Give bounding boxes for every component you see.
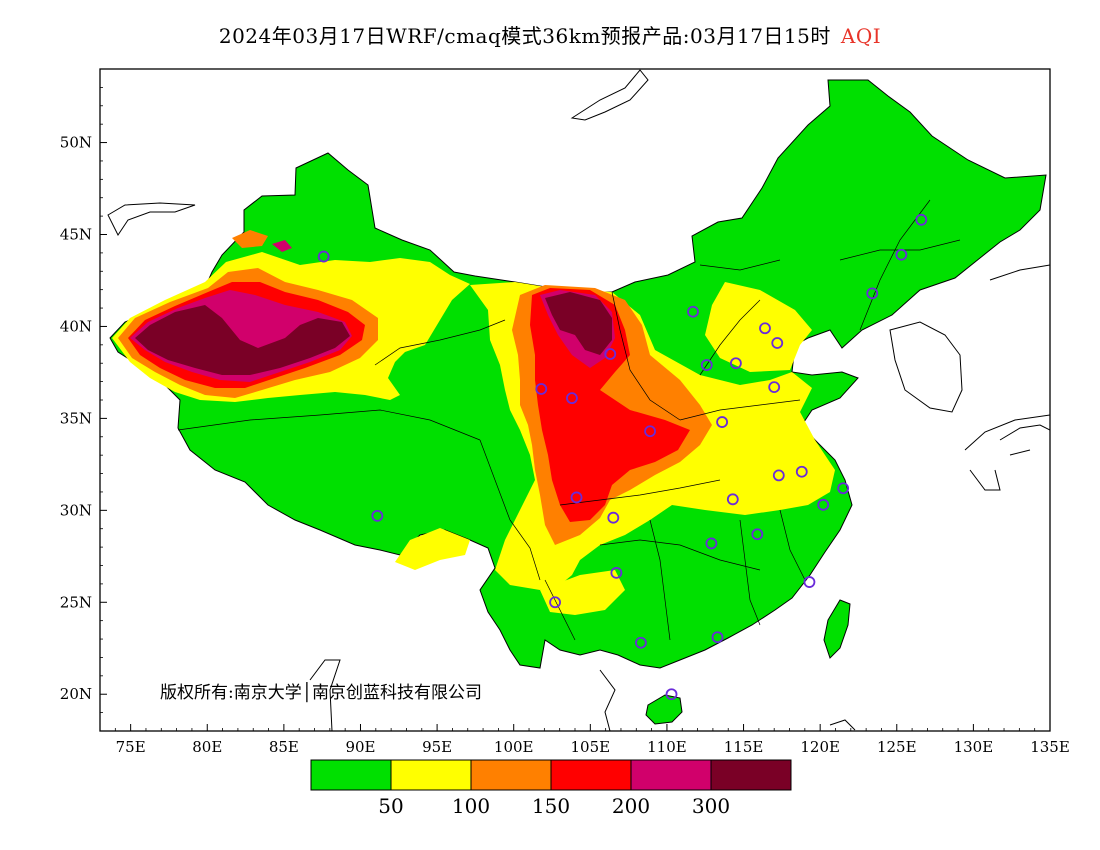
station-marker (895, 248, 908, 261)
station-marker (772, 469, 785, 482)
station-marker (317, 250, 330, 263)
lon-tick-label: 80E (192, 738, 222, 756)
lat-tick-label: 45N (60, 226, 92, 244)
monitoring-stations (317, 213, 928, 701)
station-marker (759, 322, 771, 335)
lat-tick-label: 35N (60, 409, 92, 427)
title-main: 2024年03月17日WRF/cmaq模式36km预报产品:03月17日15时 (218, 24, 831, 48)
lon-tick-label: 75E (116, 738, 146, 756)
lon-tick-label: 120E (800, 738, 840, 756)
lon-tick-label: 105E (571, 738, 611, 756)
aqi-band-yellow-yunnan (540, 570, 625, 615)
aqi-band-yellow-tibet (395, 528, 470, 570)
lon-tick-label: 115E (724, 738, 764, 756)
lon-tick-label: 110E (647, 738, 687, 756)
lat-tick-label: 30N (60, 501, 92, 519)
lon-tick-label: 95E (422, 738, 452, 756)
lat-tick-label: 25N (60, 593, 92, 611)
title-pollutant: AQI (840, 24, 882, 48)
station-marker (566, 392, 578, 405)
legend-swatch (470, 759, 552, 791)
station-marker (837, 482, 850, 495)
station-marker (751, 528, 764, 541)
lon-tick-label: 125E (877, 738, 917, 756)
lon-tick-label: 100E (494, 738, 534, 756)
lat-tick-label: 20N (60, 685, 92, 703)
lat-tick-label: 50N (60, 134, 92, 152)
station-marker (803, 576, 816, 588)
lat-axis: 50N 45N 40N 35N 30N 25N 20N (60, 86, 107, 714)
legend-swatch (710, 759, 792, 791)
province-boundaries (177, 199, 961, 641)
station-marker (549, 596, 561, 609)
aqi-band-yellow-east (705, 282, 812, 372)
station-marker (866, 287, 879, 300)
station-marker (716, 416, 728, 428)
legend-swatch (390, 759, 472, 791)
station-marker (771, 337, 784, 349)
legend-swatch (550, 759, 632, 791)
legend-swatch (630, 759, 712, 791)
copyright-text: 版权所有:南京大学│南京创蓝科技有限公司 (160, 682, 482, 703)
legend-label: 150 (532, 794, 570, 818)
aqi-band-maroon-central (545, 292, 612, 355)
station-marker (705, 537, 718, 550)
station-marker (687, 305, 699, 318)
station-marker (371, 509, 384, 522)
lat-tick-label: 40N (60, 317, 92, 335)
aqi-spot-orange-hexi (232, 230, 268, 248)
station-marker (700, 359, 713, 371)
legend-label: 300 (692, 794, 730, 818)
station-marker (726, 493, 739, 506)
legend-label: 50 (378, 794, 403, 818)
station-marker (817, 498, 830, 511)
aqi-spot-purple-hexi (272, 240, 292, 252)
station-marker (665, 688, 678, 701)
map-title: 2024年03月17日WRF/cmaq模式36km预报产品:03月17日15时 A… (0, 20, 1100, 49)
station-marker (795, 465, 808, 478)
station-marker (570, 491, 583, 504)
station-marker (610, 566, 623, 579)
taiwan-island (823, 599, 851, 659)
station-marker (535, 383, 548, 395)
legend-label: 100 (452, 794, 490, 818)
legend-swatch (310, 759, 392, 791)
lon-axis: 75E 80E 85E 90E 95E 100E 105E 110E 115E 120E 125E 1… (114, 724, 1070, 756)
station-marker (915, 213, 928, 226)
station-marker (711, 631, 724, 644)
station-marker (607, 511, 620, 524)
aqi-band-maroon-west (135, 305, 350, 375)
neighbour-coastlines (107, 69, 1050, 731)
lon-tick-label: 135E (1030, 738, 1070, 756)
map-plot-area: 版权所有:南京大学│南京创蓝科技有限公司 (100, 69, 1050, 731)
lon-tick-label: 85E (269, 738, 299, 756)
lon-tick-label: 90E (345, 738, 375, 756)
station-marker (604, 348, 617, 360)
station-marker (729, 357, 742, 370)
station-marker (644, 425, 656, 438)
legend-label: 200 (612, 794, 650, 818)
aqi-legend: 50 100 150 200 300 (310, 759, 792, 818)
lon-tick-label: 130E (954, 738, 994, 756)
station-marker (768, 381, 781, 394)
station-marker (634, 636, 647, 649)
